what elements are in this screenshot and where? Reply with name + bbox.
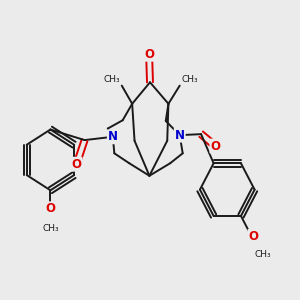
- Text: N: N: [108, 130, 118, 143]
- Text: N: N: [175, 129, 185, 142]
- Text: CH₃: CH₃: [104, 75, 120, 84]
- Text: O: O: [72, 158, 82, 171]
- Text: O: O: [45, 202, 56, 215]
- Text: CH₃: CH₃: [42, 224, 59, 233]
- Text: CH₃: CH₃: [254, 250, 271, 259]
- Text: O: O: [210, 140, 220, 152]
- Text: O: O: [144, 48, 154, 61]
- Text: CH₃: CH₃: [181, 75, 198, 84]
- Text: O: O: [248, 230, 258, 243]
